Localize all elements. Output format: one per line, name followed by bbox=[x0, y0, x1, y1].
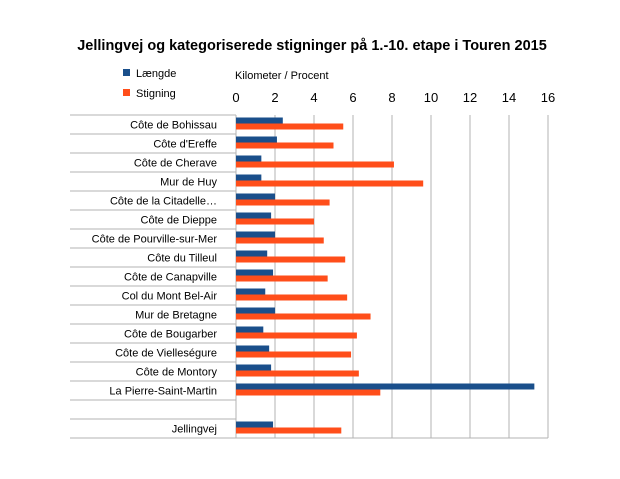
bar-stigning bbox=[236, 370, 359, 377]
x-tick-label: 8 bbox=[388, 90, 395, 105]
x-tick-label: 2 bbox=[271, 90, 278, 105]
bar-stigning bbox=[236, 275, 328, 282]
chart-title: Jellingvej og kategoriserede stigninger … bbox=[77, 38, 547, 54]
bar-laengde bbox=[236, 288, 266, 295]
bar-laengde bbox=[236, 345, 270, 352]
bar-laengde bbox=[236, 326, 264, 333]
bar-stigning bbox=[236, 199, 330, 206]
bar-stigning bbox=[236, 313, 371, 320]
x-tick-label: 0 bbox=[232, 90, 239, 105]
bar-laengde bbox=[236, 307, 275, 314]
x-tick-label: 10 bbox=[424, 90, 438, 105]
x-tick-labels: 0 2 4 6 8 10 12 14 16 bbox=[232, 90, 555, 105]
bar-stigning bbox=[236, 123, 344, 130]
category-label: Mur de Huy bbox=[160, 177, 217, 189]
category-label: Côte de Dieppe bbox=[141, 215, 217, 227]
x-tick-label: 6 bbox=[349, 90, 356, 105]
bar-laengde bbox=[236, 212, 272, 219]
bar-stigning bbox=[236, 256, 346, 263]
category-label: Col du Mont Bel-Air bbox=[122, 291, 218, 303]
bar-laengde bbox=[236, 174, 262, 181]
category-label: Côte de Canapville bbox=[124, 272, 217, 284]
category-label: Côte de Vielleségure bbox=[115, 348, 217, 360]
bar-stigning bbox=[236, 142, 334, 149]
legend: Længde Stigning bbox=[123, 68, 176, 100]
bar-stigning bbox=[236, 237, 324, 244]
bar-laengde bbox=[236, 117, 283, 124]
category-labels: Côte de Bohissau Côte d'Ereffe Côte de Che… bbox=[92, 120, 218, 436]
bars bbox=[236, 117, 535, 434]
category-label: Mur de Bretagne bbox=[135, 310, 217, 322]
legend-swatch-laengde bbox=[123, 69, 130, 76]
bar-laengde bbox=[236, 269, 274, 276]
bar-stigning bbox=[236, 180, 424, 187]
legend-label-stigning: Stigning bbox=[136, 88, 176, 100]
category-label: Côte de Montory bbox=[136, 367, 218, 379]
x-axis-label: Kilometer / Procent bbox=[235, 70, 329, 82]
bar-laengde bbox=[236, 231, 275, 238]
category-label: Côte de la Citadelle… bbox=[110, 196, 217, 208]
bar-laengde bbox=[236, 364, 272, 371]
bar-stigning bbox=[236, 427, 342, 434]
category-label: Côte du Tilleul bbox=[147, 253, 217, 265]
bar-laengde bbox=[236, 193, 275, 200]
bar-stigning bbox=[236, 332, 357, 339]
bar-laengde bbox=[236, 250, 268, 257]
row-separators bbox=[70, 114, 548, 439]
category-label: Côte de Bougarber bbox=[124, 329, 217, 341]
bar-laengde bbox=[236, 136, 277, 143]
gridlines bbox=[235, 115, 549, 438]
bar-stigning bbox=[236, 389, 381, 396]
bar-stigning bbox=[236, 351, 352, 358]
x-tick-label: 14 bbox=[502, 90, 516, 105]
x-tick-label: 16 bbox=[541, 90, 555, 105]
bar-stigning bbox=[236, 161, 394, 168]
x-tick-label: 4 bbox=[310, 90, 317, 105]
category-label: Côte de Bohissau bbox=[130, 120, 217, 132]
bar-stigning bbox=[236, 294, 348, 301]
category-label: Côte de Cherave bbox=[134, 158, 217, 170]
x-tick-label: 12 bbox=[463, 90, 477, 105]
bar-stigning bbox=[236, 218, 314, 225]
category-label: Côte de Pourville-sur-Mer bbox=[92, 234, 218, 246]
category-label: La Pierre-Saint-Martin bbox=[109, 386, 217, 398]
legend-swatch-stigning bbox=[123, 89, 130, 96]
bar-laengde bbox=[236, 421, 274, 428]
category-label: Côte d'Ereffe bbox=[153, 139, 217, 151]
bar-laengde bbox=[236, 155, 262, 162]
bar-laengde bbox=[236, 383, 535, 390]
category-label: Jellingvej bbox=[172, 424, 217, 436]
legend-label-laengde: Længde bbox=[136, 68, 176, 80]
